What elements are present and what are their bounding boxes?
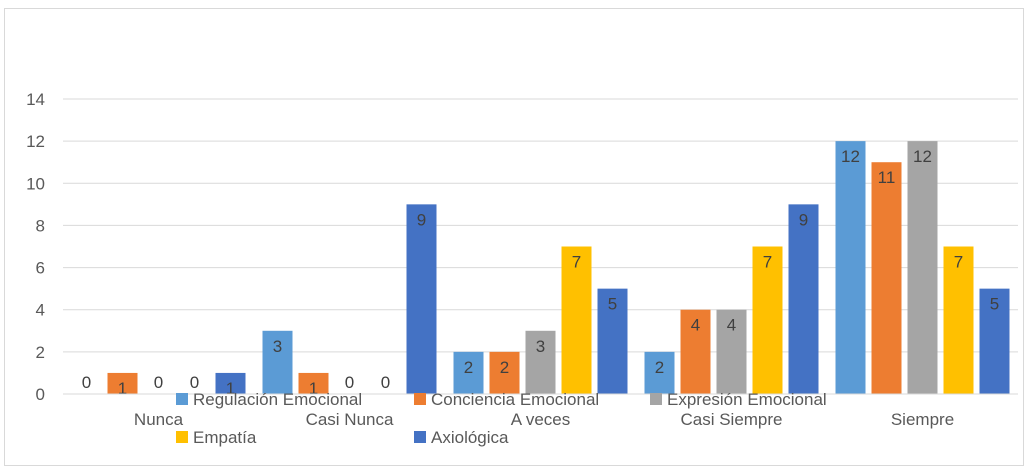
legend-label: Conciencia Emocional: [431, 390, 599, 409]
data-label: 12: [913, 147, 932, 166]
bar: [752, 246, 783, 394]
legend-swatch: [176, 393, 188, 405]
y-tick-label: 4: [36, 301, 45, 320]
data-label: 7: [572, 253, 581, 272]
legend-item: Conciencia Emocional: [414, 390, 599, 409]
data-label: 0: [345, 373, 354, 392]
data-label: 1: [118, 379, 127, 398]
data-label: 0: [381, 373, 390, 392]
bar: [907, 141, 938, 394]
y-tick-label: 2: [36, 343, 45, 362]
data-label: 2: [500, 358, 509, 377]
data-label: 2: [464, 358, 473, 377]
bar: [298, 372, 329, 394]
bar: [215, 372, 246, 394]
data-label: 1: [309, 379, 318, 398]
y-tick-label: 12: [26, 132, 45, 151]
bar: [262, 330, 293, 394]
bar: [835, 141, 866, 394]
y-tick-label: 8: [36, 216, 45, 235]
bar: [943, 246, 974, 394]
y-tick-label: 10: [26, 174, 45, 193]
legend-item: Empatía: [176, 428, 257, 447]
legend-item: Regulación Emocional: [176, 390, 362, 409]
data-label: 9: [417, 210, 426, 229]
data-label: 1: [226, 379, 235, 398]
legend-swatch: [414, 393, 426, 405]
data-label: 11: [878, 168, 896, 187]
data-label: 0: [82, 373, 91, 392]
bar: [716, 309, 747, 394]
legend-item: Axiológica: [414, 428, 509, 447]
legend-label: Regulación Emocional: [193, 390, 362, 409]
data-label: 3: [536, 337, 545, 356]
legend-label: Empatía: [193, 428, 257, 447]
legend-swatch: [650, 393, 662, 405]
data-labels: 0 1 0 0 1 3 1 0 0 9 2 2 3 7 5 2 4 4 7 9 12 11 12 7 5: [82, 147, 999, 398]
bar: [979, 288, 1010, 394]
legend-swatch: [414, 431, 426, 443]
y-tick-label: 0: [36, 385, 45, 404]
data-label: 9: [799, 210, 808, 229]
bar: [107, 372, 138, 394]
bar: [788, 204, 819, 394]
legend-label: Expresión Emocional: [667, 390, 827, 409]
data-label: 7: [954, 253, 963, 272]
data-label: 12: [841, 147, 860, 166]
bar: [453, 351, 484, 394]
y-tick-label: 6: [36, 259, 45, 278]
data-label: 5: [990, 295, 999, 314]
data-label: 3: [273, 337, 282, 356]
legend-label: Axiológica: [431, 428, 509, 447]
x-tick-label: Casi Siempre: [680, 410, 782, 429]
bars: [107, 141, 1010, 394]
data-label: 0: [190, 373, 199, 392]
bar: [406, 204, 437, 394]
legend: Regulación Emocional Conciencia Emocional…: [176, 390, 827, 447]
x-tick-label: Nunca: [134, 410, 184, 429]
y-tick-label: 14: [26, 90, 45, 109]
bar: [680, 309, 711, 394]
bar: [489, 351, 520, 394]
bar: [561, 246, 592, 394]
bar: [525, 330, 556, 394]
data-label: 4: [691, 316, 700, 335]
data-label: 2: [655, 358, 664, 377]
data-label: 5: [608, 295, 617, 314]
data-label: 0: [154, 373, 163, 392]
bar: [597, 288, 628, 394]
data-label: 7: [763, 253, 772, 272]
x-tick-label: Casi Nunca: [306, 410, 394, 429]
bar: [871, 162, 902, 394]
data-label: 4: [727, 316, 736, 335]
bar: [644, 351, 675, 394]
legend-item: Expresión Emocional: [650, 390, 827, 409]
x-axis: Nunca Casi Nunca A veces Casi Siempre Siempr…: [63, 393, 1018, 429]
legend-swatch: [176, 431, 188, 443]
x-tick-label: A veces: [511, 410, 571, 429]
x-tick-label: Siempre: [891, 410, 954, 429]
y-axis: 0 2 4 6 8 10 12 14: [26, 90, 45, 404]
